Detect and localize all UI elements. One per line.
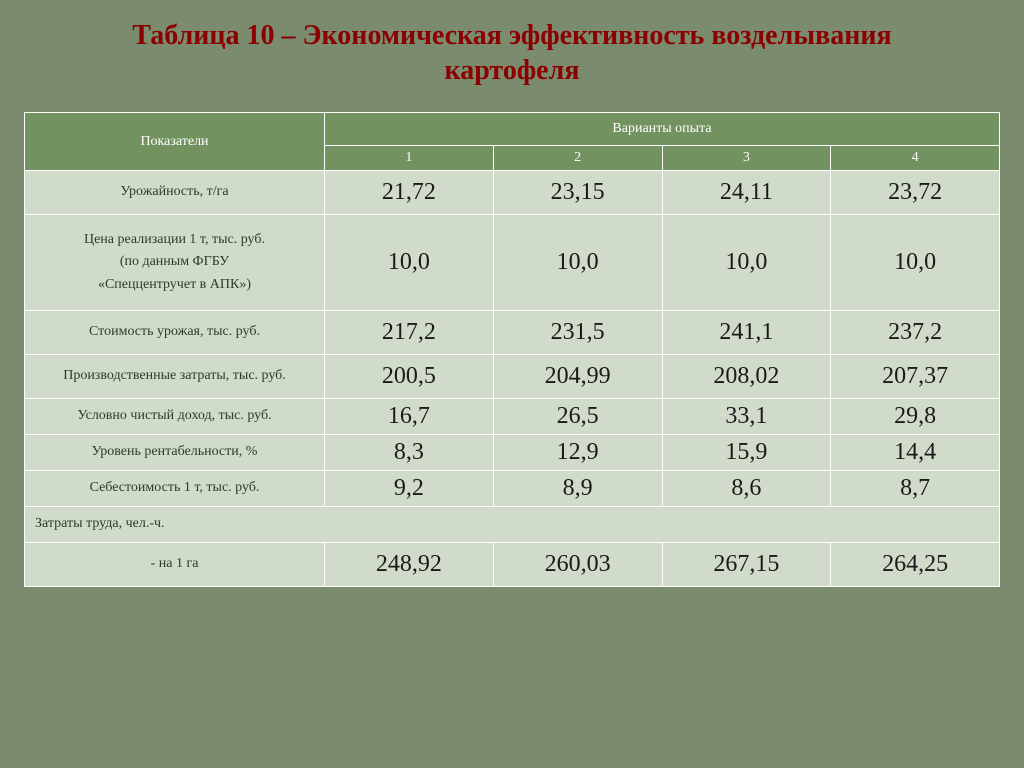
header-col-2: 2 <box>493 146 662 171</box>
cell-value: 33,1 <box>662 399 831 435</box>
cell-value: 23,15 <box>493 171 662 215</box>
header-col-4: 4 <box>831 146 1000 171</box>
labor-header-row: Затраты труда, чел.-ч. <box>25 507 1000 542</box>
page-title: Таблица 10 – Экономическая эффективность… <box>24 18 1000 88</box>
table-row: Условно чистый доход, тыс. руб.16,726,53… <box>25 399 1000 435</box>
labor-value: 260,03 <box>493 542 662 586</box>
cell-value: 16,7 <box>325 399 494 435</box>
cell-value: 15,9 <box>662 435 831 471</box>
header-col-1: 1 <box>325 146 494 171</box>
cell-value: 200,5 <box>325 355 494 399</box>
cell-value: 24,11 <box>662 171 831 215</box>
cell-value: 241,1 <box>662 311 831 355</box>
row-label: Производственные затраты, тыс. руб. <box>25 355 325 399</box>
cell-value: 204,99 <box>493 355 662 399</box>
cell-value: 8,6 <box>662 471 831 507</box>
cell-value: 26,5 <box>493 399 662 435</box>
table-row: Урожайность, т/га21,7223,1524,1123,72 <box>25 171 1000 215</box>
labor-sub-label: - на 1 га <box>25 542 325 586</box>
table-row: Цена реализации 1 т, тыс. руб.(по данным… <box>25 215 1000 311</box>
row-label: Условно чистый доход, тыс. руб. <box>25 399 325 435</box>
cell-value: 217,2 <box>325 311 494 355</box>
cell-value: 231,5 <box>493 311 662 355</box>
cell-value: 12,9 <box>493 435 662 471</box>
cell-value: 9,2 <box>325 471 494 507</box>
cell-value: 8,7 <box>831 471 1000 507</box>
table-row: Производственные затраты, тыс. руб.200,5… <box>25 355 1000 399</box>
header-indicators: Показатели <box>25 113 325 171</box>
table-row: Стоимость урожая, тыс. руб.217,2231,5241… <box>25 311 1000 355</box>
labor-value: 267,15 <box>662 542 831 586</box>
cell-value: 23,72 <box>831 171 1000 215</box>
cell-value: 10,0 <box>493 215 662 311</box>
cell-value: 237,2 <box>831 311 1000 355</box>
header-variants: Варианты опыта <box>325 113 1000 146</box>
labor-value: 248,92 <box>325 542 494 586</box>
cell-value: 10,0 <box>831 215 1000 311</box>
cell-value: 14,4 <box>831 435 1000 471</box>
row-label: Стоимость урожая, тыс. руб. <box>25 311 325 355</box>
economics-table: Показатели Варианты опыта 1 2 3 4 Урожай… <box>24 112 1000 587</box>
cell-value: 21,72 <box>325 171 494 215</box>
row-label: Уровень рентабельности, % <box>25 435 325 471</box>
cell-value: 29,8 <box>831 399 1000 435</box>
cell-value: 208,02 <box>662 355 831 399</box>
labor-header: Затраты труда, чел.-ч. <box>25 507 1000 542</box>
labor-value: 264,25 <box>831 542 1000 586</box>
table-row: Уровень рентабельности, %8,312,915,914,4 <box>25 435 1000 471</box>
cell-value: 10,0 <box>325 215 494 311</box>
header-col-3: 3 <box>662 146 831 171</box>
cell-value: 8,9 <box>493 471 662 507</box>
row-label: Урожайность, т/га <box>25 171 325 215</box>
row-label: Себестоимость 1 т, тыс. руб. <box>25 471 325 507</box>
cell-value: 8,3 <box>325 435 494 471</box>
cell-value: 207,37 <box>831 355 1000 399</box>
table-row: Себестоимость 1 т, тыс. руб.9,28,98,68,7 <box>25 471 1000 507</box>
labor-row: - на 1 га248,92260,03267,15264,25 <box>25 542 1000 586</box>
row-label: Цена реализации 1 т, тыс. руб.(по данным… <box>25 215 325 311</box>
cell-value: 10,0 <box>662 215 831 311</box>
